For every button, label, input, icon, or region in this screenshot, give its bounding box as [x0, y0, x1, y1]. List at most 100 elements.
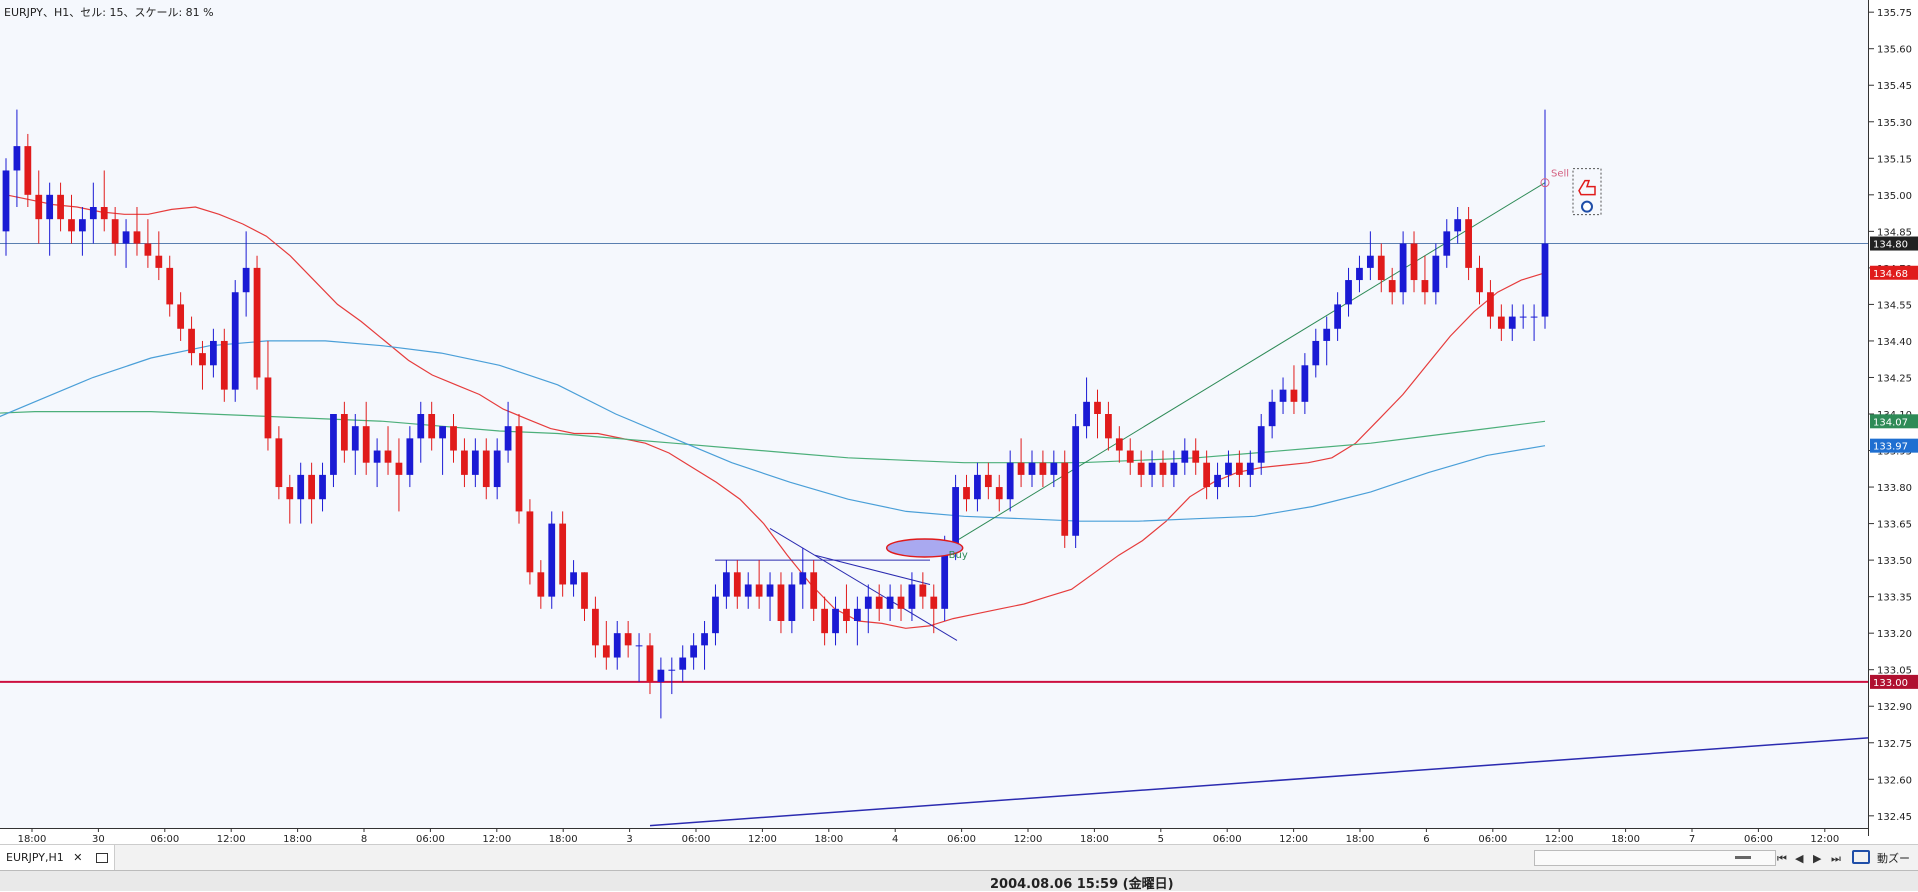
candle-body [504, 426, 512, 451]
candle-body [886, 596, 894, 609]
price-tick-label: 135.45 [1877, 81, 1912, 92]
price-tick-label: 135.15 [1877, 154, 1912, 165]
candle-body [1257, 426, 1265, 463]
candle-body [1279, 389, 1287, 402]
candle-body [1530, 316, 1538, 318]
candle-body [941, 547, 949, 609]
time-tick-label: 12:00 [482, 834, 511, 845]
candle-body [1410, 243, 1418, 281]
window-restore-icon[interactable] [96, 853, 108, 863]
moving-average-blue [0, 340, 1546, 522]
price-marker-badge [1870, 265, 1918, 280]
candle-body [1159, 462, 1167, 475]
time-axis[interactable]: 18:00 30 06:00 12:00 18:00 8 06:00 12:00 18:00 3 0… [0, 828, 1868, 845]
chart-title: EURJPY、H1、セル: 15、スケール: 81 % [4, 6, 214, 19]
price-tick-label: 134.25 [1877, 373, 1912, 384]
price-marker-label: 133.00 [1873, 678, 1908, 689]
candle-body [930, 596, 938, 609]
time-tick-label: 12:00 [1810, 834, 1839, 845]
candle-body [1225, 462, 1232, 475]
tab-close-icon[interactable]: ✕ [73, 851, 83, 864]
candle-body [679, 657, 687, 670]
price-tick-label: 132.75 [1877, 739, 1912, 750]
time-tick-label: 12:00 [748, 834, 777, 845]
candle-body [1377, 255, 1385, 281]
tab-eurjpy-h1[interactable]: EURJPY,H1 ✕ [0, 845, 115, 871]
candle-body [1170, 462, 1178, 475]
trend-line [649, 737, 1868, 827]
time-tick-label: 12:00 [1014, 834, 1043, 845]
moving-average-green [0, 411, 1546, 464]
candle-body [1476, 267, 1483, 293]
candle-body [199, 353, 206, 366]
price-tick-label: 133.35 [1877, 593, 1912, 604]
candle-body [821, 608, 829, 634]
candle-body [766, 584, 774, 597]
buy-marker [885, 538, 964, 558]
candle-body [1454, 219, 1462, 232]
price-axis[interactable]: 135.75 135.60 135.45 135.30 135.15 135.00 134.… [1868, 0, 1918, 836]
thumbs-up-icon [1578, 179, 1596, 196]
chart-area[interactable]: Buy Sell EURJPY、H1、セル: 15、スケール: 81 % [0, 0, 1868, 836]
triangle-drawing-line [814, 554, 931, 585]
candle-body [1094, 401, 1101, 414]
price-marker-label: 133.97 [1873, 442, 1908, 453]
candle-body [1039, 462, 1047, 475]
candle-body [1214, 474, 1221, 488]
candle-body [362, 426, 370, 463]
candle-body [1345, 280, 1352, 305]
candle-body [1115, 438, 1123, 451]
candle-body [1465, 219, 1472, 268]
time-tick-label: 06:00 [1744, 834, 1773, 845]
candle-body [712, 596, 719, 634]
price-tick-label: 133.20 [1877, 629, 1912, 640]
status-bar: 2004.08.06 15:59 (金曜日) [0, 870, 1918, 892]
auto-scroll-icon[interactable] [1852, 850, 1870, 864]
time-tick-label: 06:00 [416, 834, 445, 845]
time-tick-label: 18:00 [1080, 834, 1109, 845]
candle-body [1006, 462, 1014, 500]
candle-body [330, 414, 337, 475]
candle-body [1181, 450, 1189, 463]
candle-body [319, 474, 326, 500]
scroll-prev-icon[interactable]: ◀ [1795, 852, 1804, 865]
tab-label: EURJPY,H1 [6, 851, 64, 864]
candle-body [919, 584, 927, 597]
time-tick-label: 12:00 [1545, 834, 1574, 845]
time-tick-label: 7 [1689, 834, 1695, 845]
zoom-slider[interactable] [1534, 850, 1776, 866]
auto-zoom-label[interactable]: 動ズー [1877, 852, 1910, 865]
candle-body [242, 267, 250, 293]
candle-body [89, 207, 97, 220]
candle-body [308, 474, 316, 500]
candlestick-chart[interactable]: Buy Sell [0, 0, 1868, 836]
candle-body [570, 572, 577, 585]
scroll-last-icon[interactable]: ⏭ [1831, 852, 1841, 865]
time-tick-label: 18:00 [18, 834, 47, 845]
price-tick-label: 132.60 [1877, 775, 1912, 786]
candle-body [843, 608, 850, 621]
time-tick-label: 06:00 [1478, 834, 1507, 845]
zoom-slider-thumb[interactable] [1735, 856, 1751, 859]
price-marker-badge [1870, 414, 1918, 429]
candle-body [1148, 462, 1156, 475]
candle-body [395, 462, 403, 475]
price-tick-label: 135.60 [1877, 45, 1912, 56]
time-tick-label: 06:00 [947, 834, 976, 845]
candle-body [1334, 304, 1342, 329]
candle-body [526, 511, 534, 573]
candle-body [111, 219, 119, 244]
candle-body [13, 146, 21, 171]
candle-body [1443, 231, 1451, 256]
scroll-next-icon[interactable]: ▶ [1813, 852, 1822, 865]
time-tick-label: 18:00 [283, 834, 312, 845]
time-tick-label: 5 [1158, 834, 1164, 845]
time-tick-label: 06:00 [1213, 834, 1242, 845]
candle-body [1399, 243, 1407, 293]
candle-body [1312, 340, 1320, 366]
candle-body [1301, 365, 1309, 402]
candle-body [548, 523, 556, 597]
candle-body [482, 450, 490, 488]
scroll-first-icon[interactable]: ⏮ [1777, 852, 1787, 865]
price-tick-label: 134.55 [1877, 300, 1912, 311]
